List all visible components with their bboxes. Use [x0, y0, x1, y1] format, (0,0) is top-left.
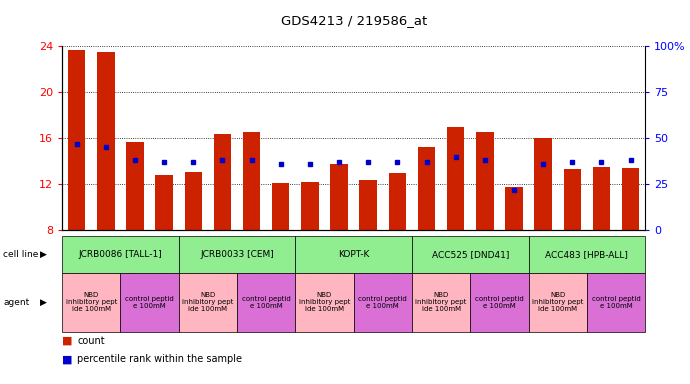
Bar	[301, 182, 319, 230]
Text: control peptid
e 100mM: control peptid e 100mM	[591, 296, 640, 309]
Text: ACC483 [HPB-ALL]: ACC483 [HPB-ALL]	[545, 250, 629, 259]
Text: control peptid
e 100mM: control peptid e 100mM	[241, 296, 290, 309]
Text: NBD
inhibitory pept
ide 100mM: NBD inhibitory pept ide 100mM	[415, 292, 466, 313]
Text: cell line: cell line	[3, 250, 39, 259]
Bar	[505, 187, 523, 230]
Bar	[622, 168, 640, 230]
Bar	[593, 167, 610, 230]
Bar	[564, 169, 581, 230]
Text: NBD
inhibitory pept
ide 100mM: NBD inhibitory pept ide 100mM	[66, 292, 117, 313]
Text: control peptid
e 100mM: control peptid e 100mM	[358, 296, 407, 309]
Text: KOPT-K: KOPT-K	[338, 250, 369, 259]
Text: JCRB0086 [TALL-1]: JCRB0086 [TALL-1]	[79, 250, 162, 259]
Text: NBD
inhibitory pept
ide 100mM: NBD inhibitory pept ide 100mM	[182, 292, 233, 313]
Bar	[417, 147, 435, 230]
Text: ■: ■	[62, 336, 72, 346]
Bar	[388, 173, 406, 230]
Text: ▶: ▶	[40, 250, 47, 259]
Bar	[97, 52, 115, 230]
Text: ▶: ▶	[40, 298, 47, 307]
Text: percentile rank within the sample: percentile rank within the sample	[77, 354, 242, 364]
Bar	[126, 142, 144, 230]
Text: NBD
inhibitory pept
ide 100mM: NBD inhibitory pept ide 100mM	[532, 292, 583, 313]
Bar	[243, 132, 260, 230]
Bar	[214, 134, 231, 230]
Bar	[447, 127, 464, 230]
Bar	[155, 175, 173, 230]
Bar	[534, 138, 552, 230]
Bar	[476, 132, 493, 230]
Text: GDS4213 / 219586_at: GDS4213 / 219586_at	[281, 14, 426, 27]
Bar	[68, 50, 86, 230]
Bar	[272, 183, 290, 230]
Text: control peptid
e 100mM: control peptid e 100mM	[475, 296, 524, 309]
Text: agent: agent	[3, 298, 30, 307]
Text: count: count	[77, 336, 105, 346]
Text: NBD
inhibitory pept
ide 100mM: NBD inhibitory pept ide 100mM	[299, 292, 350, 313]
Bar	[184, 172, 202, 230]
Bar	[331, 164, 348, 230]
Bar	[359, 180, 377, 230]
Text: JCRB0033 [CEM]: JCRB0033 [CEM]	[200, 250, 274, 259]
Text: control peptid
e 100mM: control peptid e 100mM	[125, 296, 174, 309]
Text: ■: ■	[62, 354, 72, 364]
Text: ACC525 [DND41]: ACC525 [DND41]	[431, 250, 509, 259]
